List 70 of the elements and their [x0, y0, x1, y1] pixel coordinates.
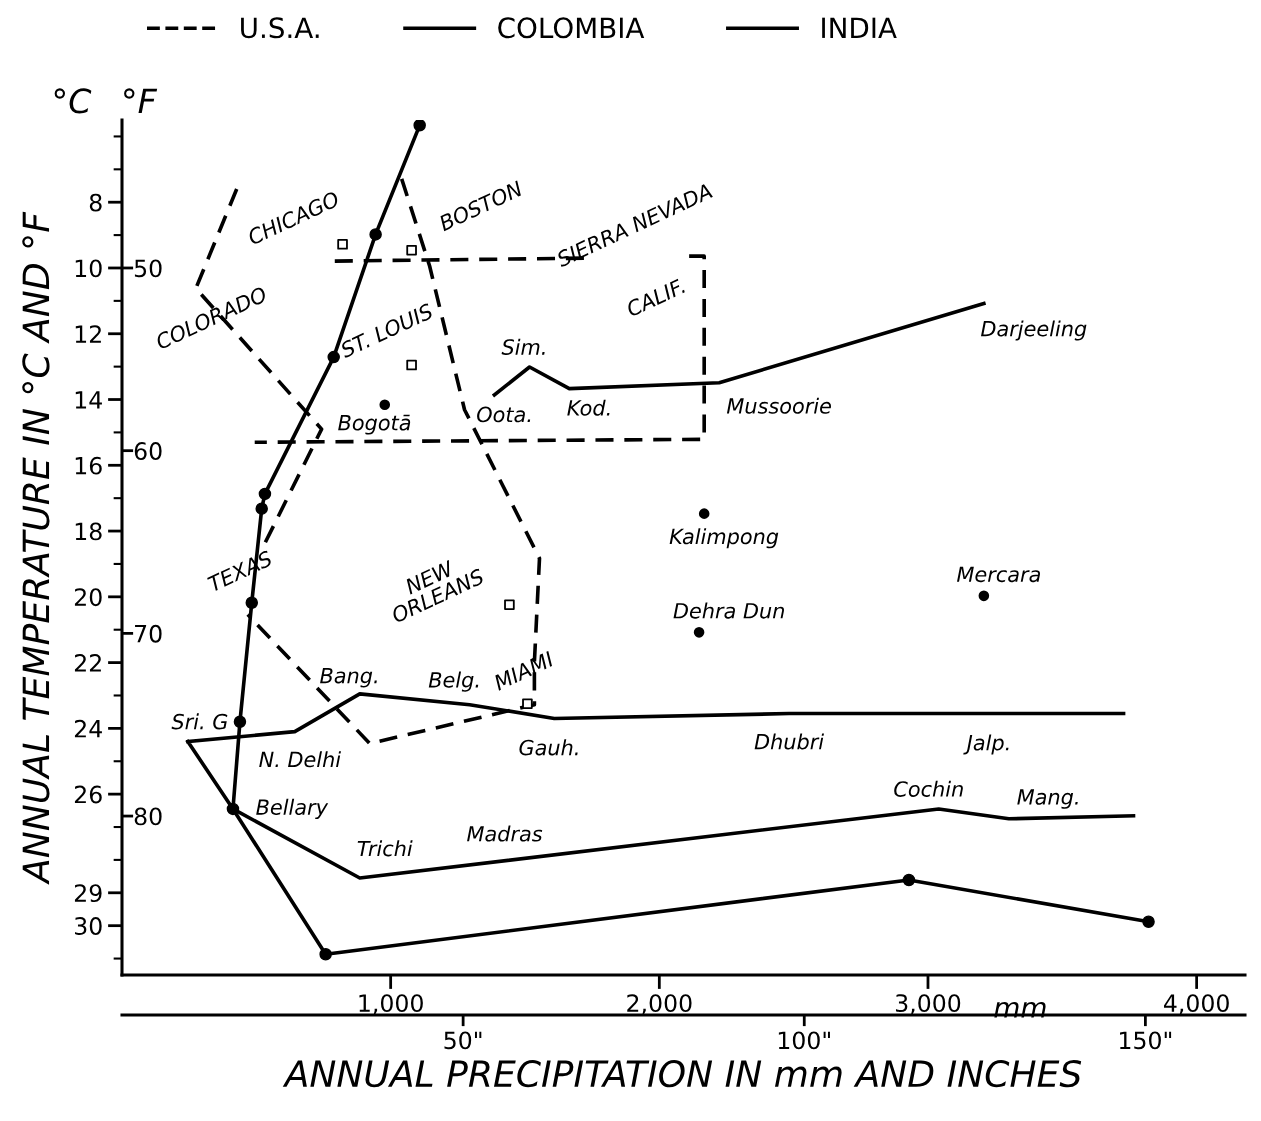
text: °F	[124, 88, 158, 114]
point	[698, 508, 710, 519]
point	[978, 590, 990, 602]
y2-tick-label: 80	[134, 807, 162, 826]
point	[406, 244, 417, 256]
point	[258, 487, 272, 501]
annotation: Gauh.	[519, 739, 578, 756]
point	[255, 502, 268, 515]
legend-label: INDIA	[822, 17, 897, 38]
point	[902, 873, 916, 887]
x2-tick-label: 150"	[1120, 1031, 1172, 1050]
x-tick-label: 3,000	[895, 994, 961, 1015]
y2-tick-label: 70	[135, 624, 162, 643]
y-tick-label: 8	[89, 193, 102, 212]
annotation: Darjeeling	[980, 320, 1087, 341]
annotation: Kalimpong	[669, 528, 779, 549]
y-tick-label: 20	[74, 588, 102, 607]
y-axis-title: ANNUAL TEMPERATURE IN °C AND °F	[22, 211, 50, 885]
y2-tick-label: 50	[134, 259, 162, 278]
y-tick-label: 29	[74, 884, 102, 903]
x-tick-label: 1,000	[359, 994, 423, 1015]
point	[1142, 915, 1155, 928]
annotation: Bellary	[256, 798, 329, 820]
annotation: Sim.	[501, 338, 545, 355]
annotation: Mussoorie	[726, 397, 831, 414]
point	[337, 239, 348, 250]
point	[245, 596, 259, 609]
annotation: N. Delhi	[259, 751, 341, 768]
y-tick-label: 30	[75, 917, 102, 935]
x2-tick-label: 50"	[444, 1031, 482, 1050]
annotation: Madras	[467, 825, 543, 842]
annotation: Bang.	[320, 667, 377, 688]
annotation: Mang.	[1017, 789, 1078, 809]
x2-axis-title: ANNUAL PRECIPITATION IN mm AND INCHES	[282, 1060, 1082, 1088]
y-tick-label: 24	[74, 719, 102, 738]
legend-label: COLOMBIA	[498, 17, 645, 39]
annotation: Sri. G	[171, 713, 228, 730]
text: °C	[54, 88, 92, 114]
annotation: Bogotā	[338, 414, 411, 435]
y-tick-label: 18	[75, 522, 102, 541]
point	[406, 359, 417, 371]
point	[522, 698, 533, 709]
y-tick-label: 22	[74, 654, 101, 672]
annotation: Cochin	[894, 780, 963, 797]
legend-label: U.S.A.	[241, 17, 319, 39]
y-tick-label: 16	[75, 456, 102, 475]
point	[369, 228, 382, 241]
annotation: Trichi	[357, 840, 413, 857]
y-tick-label: 12	[75, 325, 101, 343]
point	[327, 350, 340, 364]
y2-tick-label: 60	[134, 442, 162, 460]
point	[319, 948, 332, 961]
point	[233, 715, 247, 729]
point	[693, 627, 705, 638]
point	[379, 399, 391, 411]
x2-tick-label: 100"	[778, 1031, 830, 1050]
annotation: Belg.	[428, 671, 479, 692]
annotation: Jalp.	[963, 734, 1009, 755]
annotation: Dhubri	[754, 733, 824, 750]
y-tick-label: 10	[75, 259, 102, 278]
y-tick-label: 14	[75, 391, 102, 409]
annotation: Dehra Dun	[673, 602, 784, 619]
annotation: Kod.	[567, 399, 610, 416]
point	[504, 599, 515, 611]
point	[413, 120, 426, 132]
y-tick-label: 26	[74, 785, 102, 804]
x-tick-label: 2,000	[627, 994, 692, 1015]
annotation: Oota.	[477, 406, 531, 423]
x-tick-label: 4,000	[1164, 994, 1229, 1015]
annotation: Mercara	[957, 566, 1040, 583]
